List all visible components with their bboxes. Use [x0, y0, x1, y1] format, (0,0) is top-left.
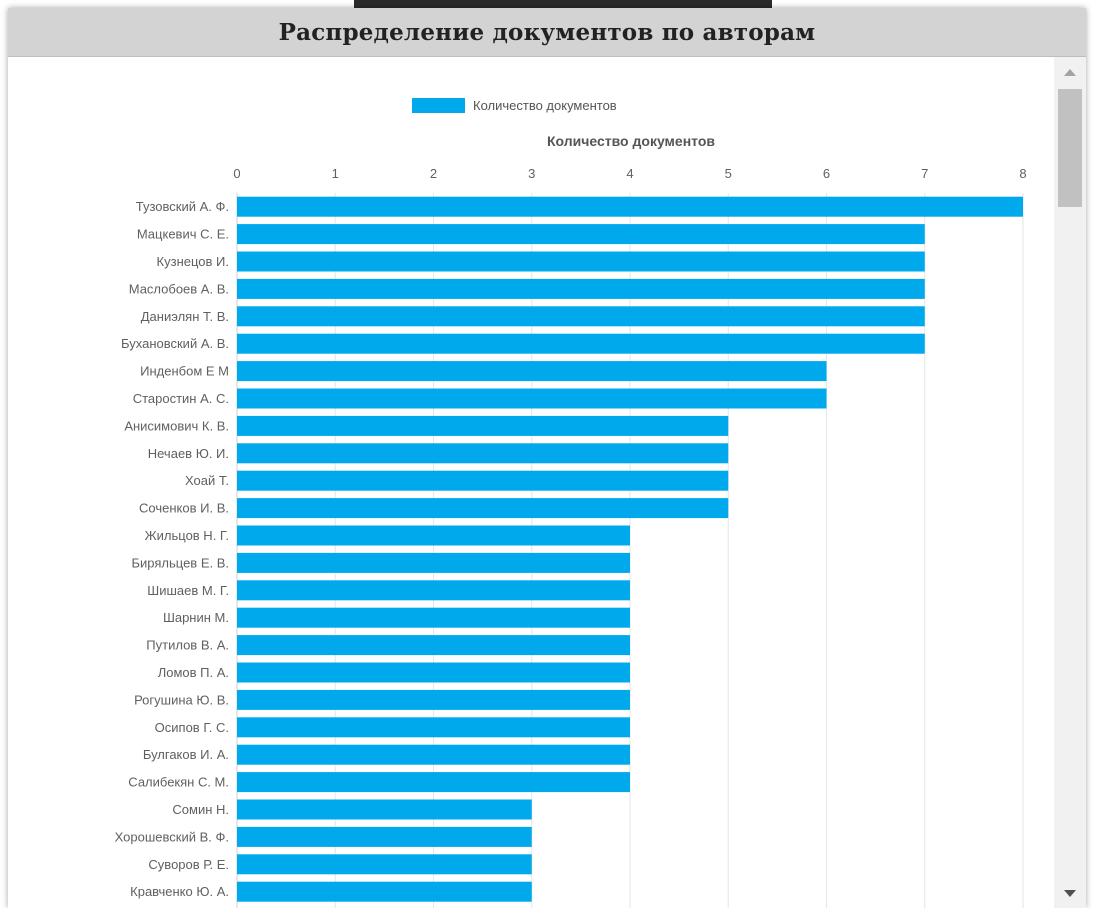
x-tick-label: 6: [823, 166, 830, 181]
y-category-label: Ломов П. А.: [158, 665, 229, 680]
y-category-label: Салибекян С. М.: [128, 775, 229, 790]
bar[interactable]: [237, 278, 925, 299]
y-category-label: Хоай Т.: [185, 473, 229, 488]
bar[interactable]: [237, 826, 532, 847]
bar[interactable]: [237, 689, 630, 710]
x-axis-title: Количество документов: [547, 133, 715, 149]
y-category-label: Путилов В. А.: [146, 638, 229, 653]
x-tick-label: 0: [233, 166, 240, 181]
y-category-label: Булгаков И. А.: [143, 747, 229, 762]
y-category-label: Кравченко Ю. А.: [130, 884, 229, 899]
scroll-up-button[interactable]: [1054, 57, 1086, 87]
y-category-label: Маслобоев А. В.: [129, 281, 229, 296]
top-tab-bar: [354, 0, 772, 8]
bar[interactable]: [237, 443, 729, 464]
chart-area[interactable]: Количество документов Количество докумен…: [8, 57, 1054, 908]
panel-title: Распределение документов по авторам: [278, 18, 816, 46]
y-category-label: Осипов Г. С.: [155, 720, 229, 735]
scroll-down-button[interactable]: [1054, 878, 1086, 908]
bar[interactable]: [237, 552, 630, 573]
bar[interactable]: [237, 306, 925, 327]
y-category-label: Инденбом Е М: [140, 364, 229, 379]
y-category-label: Старостин А. С.: [133, 391, 229, 406]
legend-label[interactable]: Количество документов: [473, 98, 617, 113]
bar[interactable]: [237, 498, 729, 519]
scroll-thumb[interactable]: [1058, 89, 1082, 207]
y-category-label: Бухановский А. В.: [121, 336, 229, 351]
bars: [237, 196, 1023, 902]
bar[interactable]: [237, 333, 925, 354]
bar[interactable]: [237, 799, 532, 820]
bar[interactable]: [237, 470, 729, 491]
bar[interactable]: [237, 635, 630, 656]
y-axis-labels: Тузовский А. Ф. Мацкевич С. Е. Кузнецов И.…: [115, 199, 229, 899]
bar[interactable]: [237, 881, 532, 902]
bar-chart: Количество документов Количество докумен…: [115, 98, 1027, 908]
y-category-label: Биряльцев Е. В.: [132, 555, 230, 570]
bar[interactable]: [237, 854, 532, 875]
legend[interactable]: Количество документов: [412, 98, 617, 113]
x-tick-label: 5: [725, 166, 732, 181]
x-tick-label: 4: [626, 166, 633, 181]
x-tick-label: 7: [921, 166, 928, 181]
y-category-label: Нечаев Ю. И.: [148, 446, 229, 461]
x-tick-label: 8: [1019, 166, 1026, 181]
bar[interactable]: [237, 415, 729, 436]
y-category-label: Жильцов Н. Г.: [145, 528, 229, 543]
bar[interactable]: [237, 251, 925, 272]
y-category-label: Шишаев М. Г.: [147, 583, 229, 598]
bar[interactable]: [237, 662, 630, 683]
y-category-label: Сомин Н.: [172, 802, 229, 817]
panel-header: Распределение документов по авторам: [8, 8, 1086, 57]
bar[interactable]: [237, 717, 630, 738]
y-category-label: Мацкевич С. Е.: [137, 227, 229, 242]
y-category-label: Рогушина Ю. В.: [134, 692, 229, 707]
bar[interactable]: [237, 224, 925, 245]
bar[interactable]: [237, 388, 827, 409]
x-axis-ticks: 0 1 2 3 4 5 6 7 8: [233, 166, 1026, 181]
legend-swatch[interactable]: [412, 98, 465, 113]
bar[interactable]: [237, 772, 630, 793]
x-tick-label: 2: [430, 166, 437, 181]
y-category-label: Анисимович К. В.: [124, 418, 229, 433]
bar[interactable]: [237, 607, 630, 628]
bar[interactable]: [237, 196, 1023, 217]
x-tick-label: 3: [528, 166, 535, 181]
bar[interactable]: [237, 744, 630, 765]
chart-panel: Распределение документов по авторам Коли…: [8, 8, 1086, 908]
arrow-up-icon: [1064, 68, 1076, 76]
bar[interactable]: [237, 525, 630, 546]
y-category-label: Тузовский А. Ф.: [136, 199, 229, 214]
y-category-label: Кузнецов И.: [157, 254, 229, 269]
y-category-label: Соченков И. В.: [139, 501, 229, 516]
vertical-scrollbar[interactable]: [1054, 57, 1086, 908]
arrow-down-icon: [1064, 889, 1076, 897]
bar[interactable]: [237, 361, 827, 382]
y-category-label: Шарнин М.: [163, 610, 229, 625]
y-category-label: Даниэлян Т. В.: [141, 309, 229, 324]
y-category-label: Хорошевский В. Ф.: [115, 829, 229, 844]
y-category-label: Суворов Р. Е.: [148, 857, 229, 872]
bar[interactable]: [237, 580, 630, 601]
x-tick-label: 1: [332, 166, 339, 181]
